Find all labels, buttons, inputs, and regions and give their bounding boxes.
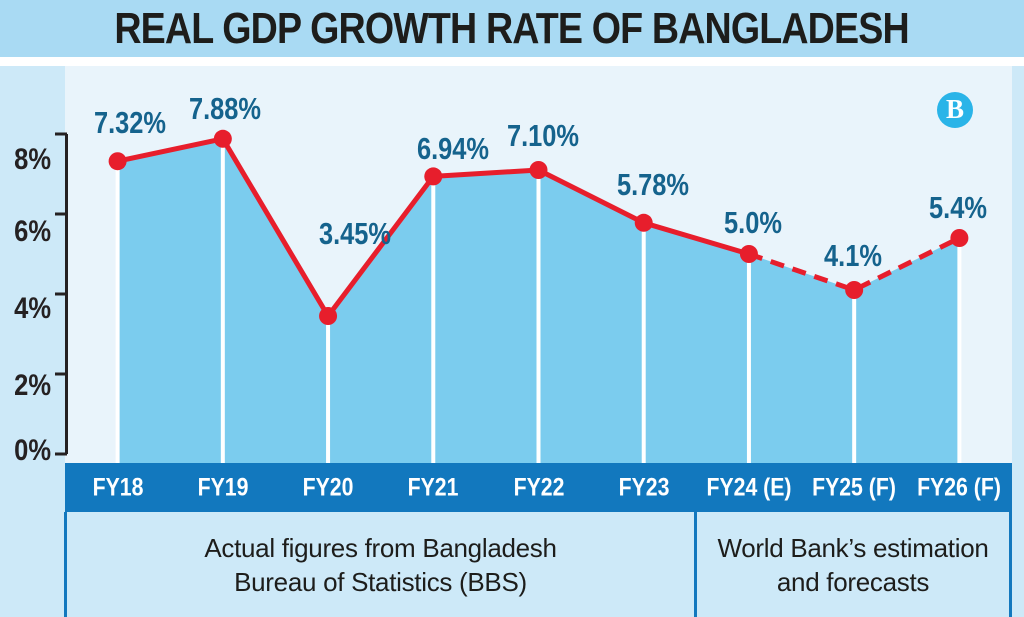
x-axis-label: FY26 (F) [917, 473, 1002, 501]
data-point-dot [634, 213, 653, 232]
data-point-dot [950, 229, 969, 247]
footnote-divider-middle [694, 512, 697, 617]
value-label: 7.32% [93, 105, 166, 141]
footnote-line-2: Bureau of Statistics (BBS) [234, 566, 527, 597]
value-label: 7.88% [188, 90, 261, 126]
tbs-logo-letter: B [945, 94, 964, 124]
value-label: 3.45% [319, 216, 392, 251]
chart-title: REAL GDP GROWTH RATE OF BANGLADESH [114, 3, 910, 53]
value-label: 5.4% [929, 190, 988, 225]
value-label: 5.0% [723, 205, 782, 240]
footnote-divider-left [64, 512, 67, 617]
value-label: 7.10% [506, 118, 579, 153]
y-axis-tick-label: 6% [14, 215, 51, 248]
value-label: 6.94% [417, 131, 490, 167]
footnote-line-2: and forecasts [776, 566, 930, 597]
data-point-dot [319, 307, 338, 325]
x-axis-label: FY24 (E) [706, 473, 792, 501]
data-point-dot [739, 245, 758, 263]
x-axis-band: FY18 FY19 FY20 FY21 FY22 FY23 FY24 (E) FY25 (F)… [65, 463, 1012, 512]
x-axis-label: FY20 [302, 473, 354, 501]
x-axis-label: FY18 [92, 473, 144, 501]
value-label: 4.1% [824, 238, 883, 273]
tbs-logo: B [937, 92, 973, 128]
y-axis-tick-label: 4% [14, 292, 51, 325]
y-axis-tick-label: 8% [14, 143, 51, 176]
footnote-line-1: Actual figures from Bangladesh [204, 532, 557, 563]
y-axis-tick-label: 2% [14, 369, 51, 402]
title-band: REAL GDP GROWTH RATE OF BANGLADESH [0, 0, 1024, 57]
trend-line-dashed [748, 235, 961, 293]
data-point-dot [213, 129, 232, 148]
value-label: 5.78% [616, 166, 689, 202]
data-point-dot [845, 281, 864, 299]
x-axis-label: FY19 [197, 473, 249, 501]
data-point-dot [529, 161, 548, 179]
x-axis-label: FY25 (F) [812, 473, 897, 501]
footnote-actual-figures: Actual figures from Bangladesh Bureau of… [67, 512, 694, 617]
footnote-divider-right [1009, 512, 1012, 617]
data-point-dot [424, 167, 443, 186]
y-axis-tick-label: 0% [14, 434, 51, 467]
x-axis-label: FY23 [618, 473, 670, 501]
source-footnotes: Actual figures from Bangladesh Bureau of… [0, 512, 1024, 617]
data-point-dot [108, 152, 127, 171]
footnote-line-1: World Bank’s estimation [717, 532, 989, 563]
footnote-world-bank: World Bank’s estimation and forecasts [697, 512, 1009, 617]
x-axis-label: FY22 [513, 473, 564, 501]
x-axis-label: FY21 [407, 473, 459, 501]
